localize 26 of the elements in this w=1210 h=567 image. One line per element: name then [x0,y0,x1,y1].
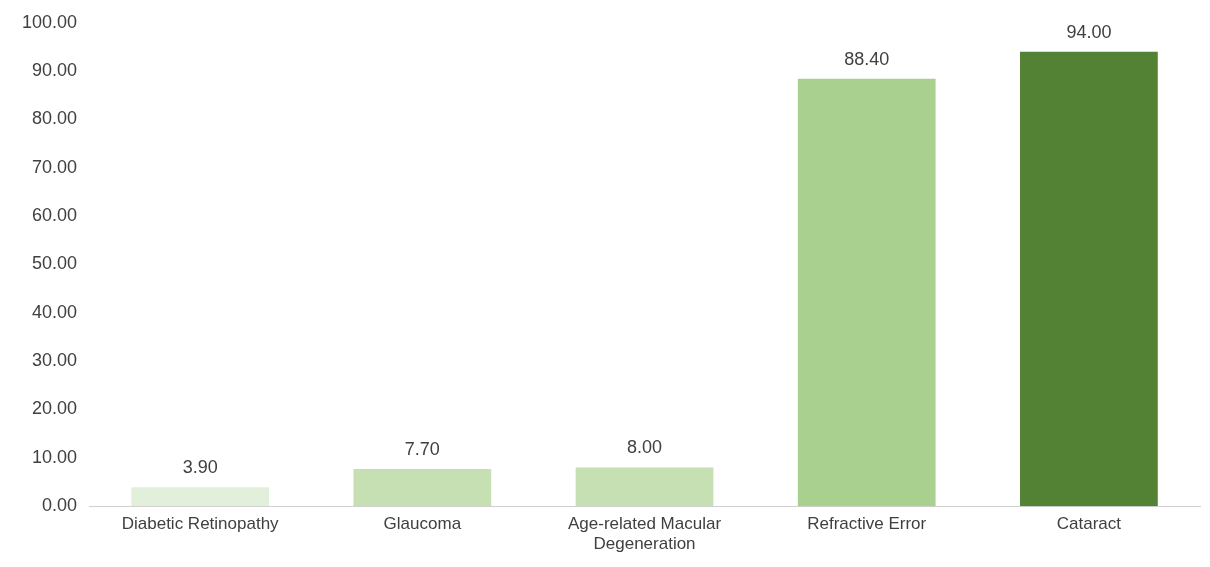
x-tick-label: Cataract [1056,514,1122,534]
x-tick-label: Refractive Error [807,514,927,534]
y-tick-label: 40.00 [32,301,78,322]
y-tick-label: 70.00 [32,156,78,177]
data-label: 8.00 [627,437,663,458]
y-tick-label: 60.00 [32,205,78,226]
x-tick-label: Age-related Macular Degeneration [567,514,722,554]
x-tick-label: Glaucoma [383,514,462,534]
y-tick-label: 0.00 [42,495,78,516]
bar [131,487,270,507]
bar [575,467,714,507]
data-label: 3.90 [182,457,218,478]
bar [797,78,936,507]
y-tick-label: 100.00 [21,11,78,32]
y-tick-label: 80.00 [32,108,78,129]
data-label: 7.70 [404,438,440,459]
x-tick-label: Diabetic Retinopathy [121,514,280,534]
data-label: 94.00 [1066,21,1112,42]
bar [353,468,492,507]
y-tick-label: 50.00 [32,253,78,274]
y-tick-label: 10.00 [32,446,78,467]
y-tick-label: 30.00 [32,350,78,371]
y-tick-label: 20.00 [32,398,78,419]
y-tick-label: 90.00 [32,60,78,81]
bar [1020,51,1158,507]
data-label: 88.40 [844,48,890,69]
